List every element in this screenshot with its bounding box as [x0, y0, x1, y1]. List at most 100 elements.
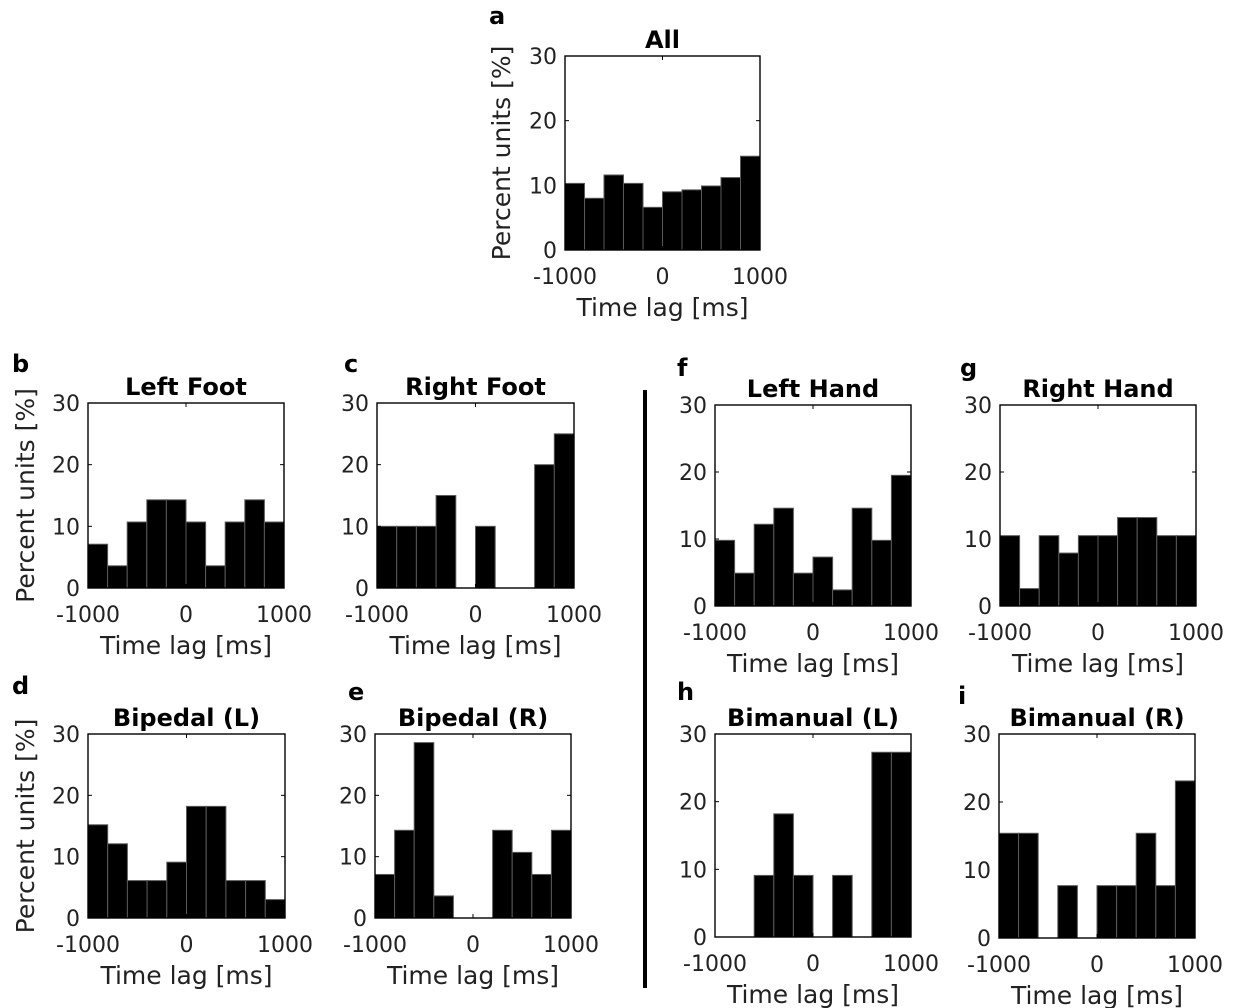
- bar: [107, 565, 128, 589]
- bar: [475, 525, 496, 589]
- y-tick-label: 20: [679, 461, 707, 486]
- y-tick-label: 0: [353, 907, 367, 932]
- bar: [998, 832, 1020, 939]
- bar: [166, 861, 188, 919]
- bar: [681, 189, 702, 251]
- bar: [851, 507, 873, 607]
- panel-letter: b: [12, 350, 29, 378]
- bar: [433, 895, 454, 919]
- y-axis-label: Percent units [%]: [487, 46, 516, 261]
- bar: [753, 523, 775, 607]
- chart-title: Bimanual (L): [727, 704, 899, 732]
- y-tick-label: 10: [341, 515, 369, 540]
- bar: [1097, 535, 1119, 607]
- bar: [126, 880, 148, 919]
- x-axis-label: Time lag [ms]: [386, 961, 559, 990]
- bar: [1038, 535, 1060, 607]
- x-axis-label: Time lag [ms]: [1011, 649, 1184, 678]
- panel-letter: h: [677, 678, 694, 706]
- bar: [225, 880, 247, 919]
- x-tick-label: -1000: [343, 933, 407, 958]
- bar: [1019, 588, 1040, 607]
- y-tick-label: 20: [339, 784, 367, 809]
- x-tick-label: 1000: [543, 933, 599, 958]
- bar: [146, 499, 167, 589]
- y-tick-label: 30: [52, 723, 80, 748]
- bar: [701, 185, 722, 251]
- bar: [773, 813, 794, 938]
- y-tick-label: 0: [977, 927, 991, 952]
- bar: [534, 464, 555, 589]
- bar: [376, 525, 398, 589]
- x-tick-label: 1000: [883, 952, 939, 977]
- bar: [1117, 517, 1138, 607]
- bar: [146, 880, 168, 919]
- bar: [224, 521, 246, 589]
- x-tick-label: 1000: [732, 265, 788, 290]
- bar: [871, 751, 892, 938]
- bar: [812, 556, 834, 607]
- bar: [245, 880, 266, 919]
- x-tick-label: 1000: [256, 603, 312, 628]
- chart-title: Left Hand: [747, 375, 879, 403]
- bar: [531, 873, 552, 919]
- x-tick-label: 1000: [546, 603, 602, 628]
- y-tick-label: 10: [529, 174, 557, 199]
- x-tick-label: 0: [806, 952, 820, 977]
- bar: [564, 182, 585, 251]
- bar: [662, 191, 683, 251]
- panel-letter: f: [677, 354, 688, 382]
- y-tick-label: 0: [66, 577, 80, 602]
- bar: [1057, 885, 1078, 939]
- bar: [1096, 885, 1118, 939]
- bar: [244, 499, 265, 589]
- x-tick-label: 1000: [1167, 953, 1223, 978]
- x-axis-label: Time lag [ms]: [575, 293, 748, 322]
- chart-title: Right Hand: [1022, 375, 1173, 403]
- bar: [1116, 885, 1137, 939]
- bar: [264, 899, 286, 919]
- bar: [792, 572, 814, 607]
- chart-title: Right Foot: [405, 373, 546, 401]
- x-axis-label: Time lag [ms]: [99, 961, 272, 990]
- bar: [263, 521, 285, 589]
- bar: [165, 499, 187, 589]
- y-tick-label: 0: [543, 239, 557, 264]
- y-axis-label: Percent units [%]: [11, 388, 40, 603]
- bar: [1156, 535, 1177, 607]
- bar: [413, 742, 435, 919]
- bar: [185, 521, 207, 589]
- x-tick-label: 1000: [883, 621, 939, 646]
- y-tick-label: 30: [52, 392, 80, 417]
- bar: [186, 805, 207, 919]
- chart-title: Bimanual (R): [1009, 704, 1184, 732]
- panel-letter: i: [958, 682, 966, 710]
- x-tick-label: -1000: [56, 603, 120, 628]
- x-axis-label: Time lag [ms]: [726, 649, 899, 678]
- bar: [511, 851, 533, 919]
- x-tick-label: 0: [179, 603, 193, 628]
- bar: [1058, 552, 1079, 607]
- x-axis-label: Time lag [ms]: [726, 980, 899, 1008]
- panel-letter: e: [348, 678, 364, 706]
- bar: [126, 521, 148, 589]
- panel-letter: d: [12, 672, 29, 700]
- panel-letter: a: [489, 2, 505, 30]
- x-axis-label: Time lag [ms]: [1010, 981, 1183, 1008]
- x-tick-label: -1000: [683, 952, 747, 977]
- bar: [720, 177, 741, 251]
- y-tick-label: 0: [355, 577, 369, 602]
- y-tick-label: 20: [964, 461, 992, 486]
- bar: [999, 535, 1021, 607]
- bar: [734, 572, 755, 607]
- bar: [492, 829, 513, 919]
- y-axis-label: Percent units [%]: [11, 719, 40, 934]
- y-tick-label: 0: [66, 907, 80, 932]
- x-axis-label: Time lag [ms]: [99, 631, 272, 660]
- bar: [1175, 535, 1197, 607]
